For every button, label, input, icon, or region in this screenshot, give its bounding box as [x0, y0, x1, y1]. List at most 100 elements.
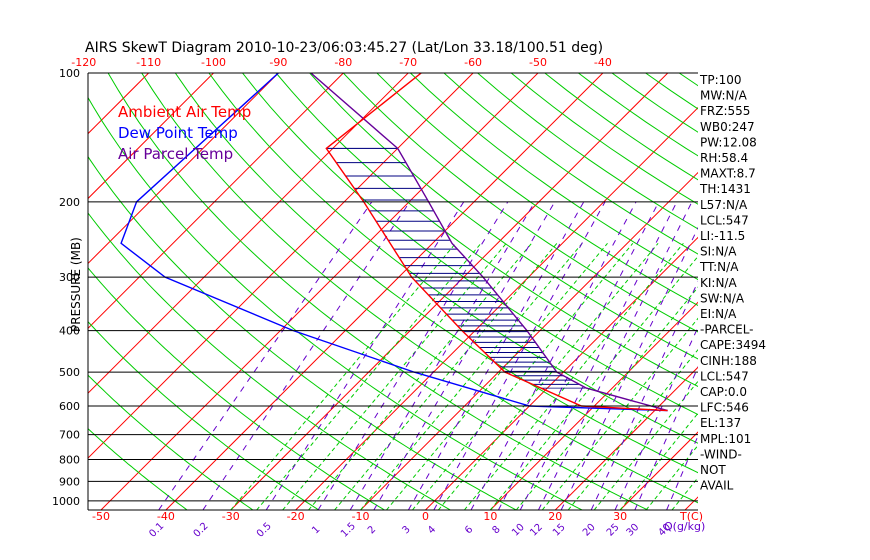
moist-adiabat-line: [360, 242, 583, 510]
pressure-tick-label: 400: [59, 325, 80, 338]
temp-axis-unit-label: T(C): [679, 510, 703, 523]
isotherm-line: [100, 73, 539, 510]
top-temp-tick-label: -60: [464, 56, 482, 69]
dry-adiabat-line: [814, 73, 870, 510]
mixing-ratio-tick-label: 0.2: [192, 521, 211, 540]
bottom-temp-tick-label: -10: [352, 510, 370, 523]
isotherm-line: [88, 73, 474, 459]
mixing-ratio-tick-label: 12: [528, 522, 545, 539]
mixing-ratio-tick-label: 1: [310, 524, 322, 536]
dry-adiabat-line: [141, 73, 698, 504]
top-temp-tick-label: -90: [269, 56, 287, 69]
mixing-ratio-line: [537, 201, 693, 510]
mixing-ratio-line: [317, 201, 509, 510]
pressure-tick-label: 600: [59, 400, 80, 413]
dry-adiabat-line: [88, 374, 254, 510]
stat-line: LCL:547: [700, 213, 749, 227]
isotherm-line: [295, 106, 698, 510]
isotherm-line: [815, 73, 870, 510]
mixing-ratio-tick-label: 1.5: [339, 521, 358, 540]
pressure-tick-label: 300: [59, 271, 80, 284]
stat-line: LFC:546: [700, 401, 749, 415]
isotherm-line: [0, 73, 19, 510]
stat-line: CINH:188: [700, 354, 757, 368]
mixing-ratio-tick-label: 4: [426, 524, 438, 536]
y-axis-label: PRESSURE (MB): [69, 237, 83, 332]
mixing-ratio-tick-label: 8: [491, 524, 503, 536]
moist-adiabat-line: [567, 348, 698, 510]
moist-adiabat-line: [386, 242, 608, 510]
isotherm-line: [489, 301, 698, 510]
top-temp-tick-label: -80: [334, 56, 352, 69]
isotherm-line: [88, 73, 344, 330]
dry-adiabat-line: [746, 73, 870, 510]
dry-adiabat-line: [88, 155, 517, 510]
isotherm-line: [230, 73, 669, 510]
stat-line: SI:N/A: [700, 245, 737, 259]
stat-line: -PARCEL-: [700, 323, 754, 337]
stat-line: NOT: [700, 463, 726, 477]
mixing-ratio-tick-label: 6: [463, 524, 475, 536]
dry-adiabat-line: [645, 73, 698, 110]
bottom-temp-tick-label: 0: [422, 510, 429, 523]
stat-line: EI:N/A: [700, 307, 737, 321]
dry-adiabat-line: [88, 428, 188, 510]
mixing-ratio-tick-label: 0.1: [147, 521, 166, 540]
stat-line: TP:100: [699, 73, 742, 87]
legend-parcel: Air Parcel Temp: [118, 145, 233, 163]
isotherm-line: [88, 73, 409, 394]
dry-adiabat-line: [88, 267, 385, 510]
dry-adiabat-line: [88, 96, 583, 510]
stat-line: SW:N/A: [700, 291, 745, 305]
bottom-temp-tick-label: 20: [548, 510, 562, 523]
mixing-ratio-tick-label: 0.5: [255, 521, 274, 540]
moist-adiabat-line: [282, 242, 507, 510]
mixing-ratio-line: [470, 201, 637, 510]
top-temp-tick-label: -100: [201, 56, 226, 69]
mixing-ratio-line: [433, 201, 606, 510]
stat-line: CAP:0.0: [700, 385, 747, 399]
pressure-tick-label: 200: [59, 196, 80, 209]
pressure-tick-label: 500: [59, 366, 80, 379]
top-temp-tick-label: -120: [71, 56, 96, 69]
mixing-ratio-line: [158, 201, 373, 510]
mixing-ratio-unit-label: Q(g/kg): [664, 520, 705, 533]
bottom-temp-tick-label: -40: [157, 510, 175, 523]
dry-adiabat-line: [510, 73, 698, 205]
mixing-ratio-line: [614, 325, 698, 510]
moist-adiabat-line: [489, 255, 698, 510]
stat-line: MPL:101: [700, 432, 751, 446]
pressure-tick-label: 700: [59, 429, 80, 442]
dry-adiabat-line: [443, 73, 698, 255]
isotherm-line: [750, 73, 870, 510]
stat-line: KI:N/A: [700, 276, 737, 290]
moist-adiabat-line: [412, 242, 634, 510]
chart-title: AIRS SkewT Diagram 2010-10-23/06:03:45.2…: [85, 40, 603, 56]
mixing-ratio-tick-label: 15: [551, 522, 568, 539]
mixing-ratio-line: [349, 201, 536, 510]
isotherm-line: [619, 431, 698, 510]
dry-adiabat-line: [309, 73, 698, 360]
bottom-temp-tick-label: -20: [287, 510, 305, 523]
bottom-temp-tick-label: -50: [92, 510, 110, 523]
moist-adiabat-line: [619, 412, 698, 510]
stat-line: -WIND-: [700, 447, 742, 461]
mixing-ratio-line: [519, 201, 678, 510]
stat-line: L57:N/A: [700, 198, 748, 212]
moist-adiabat-line: [541, 317, 698, 510]
moist-adiabat-line: [464, 242, 684, 510]
legend: Ambient Air Temp Dew Point Temp Air Parc…: [118, 103, 251, 163]
isotherm-line: [88, 73, 214, 200]
legend-ambient: Ambient Air Temp: [118, 103, 251, 121]
dry-adiabat-line: [88, 321, 319, 510]
mixing-ratio-line: [590, 280, 698, 510]
pressure-tick-label: 1000: [52, 495, 80, 508]
mixing-ratio-tick-label: 30: [625, 522, 642, 539]
moist-adiabat-line: [515, 286, 698, 510]
moist-adiabat-line: [230, 242, 457, 510]
dry-adiabat-line: [780, 73, 870, 510]
mixing-ratio-tick-label: 2: [366, 524, 378, 536]
mixing-ratio-tick-label: 25: [605, 522, 622, 539]
